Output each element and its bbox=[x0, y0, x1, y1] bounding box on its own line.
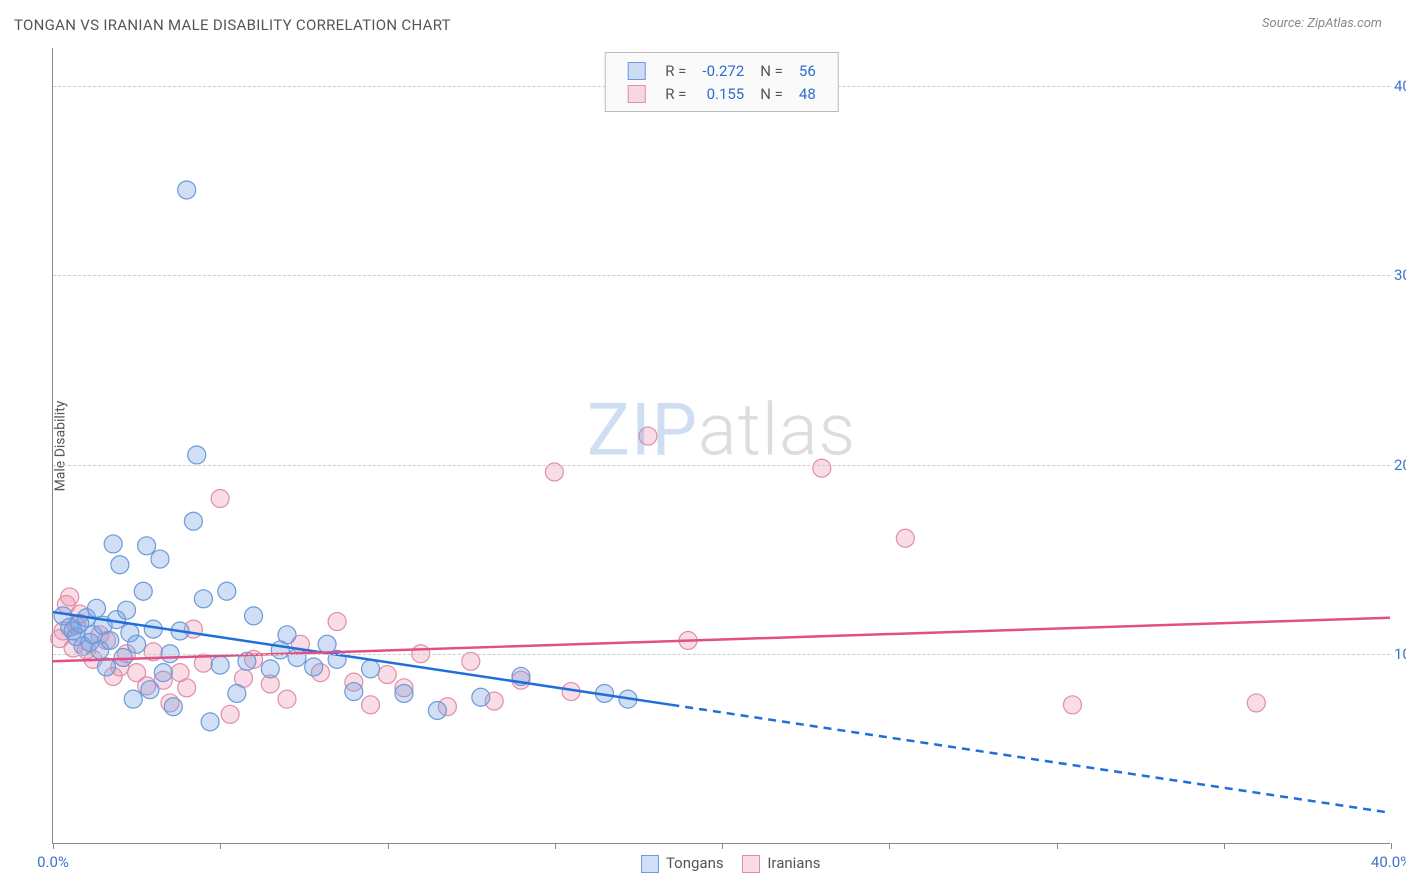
scatter-svg bbox=[53, 48, 1390, 843]
data-point bbox=[61, 588, 79, 606]
data-point bbox=[211, 656, 229, 674]
data-point bbox=[318, 635, 336, 653]
legend-n-value: 48 bbox=[791, 82, 824, 105]
data-point bbox=[328, 613, 346, 631]
series-legend: Tongans Iranians bbox=[623, 854, 821, 873]
data-point bbox=[138, 537, 156, 555]
legend-r-label: R = bbox=[657, 59, 694, 82]
legend-swatch bbox=[627, 85, 645, 103]
data-point bbox=[345, 683, 363, 701]
source-attribution: Source: ZipAtlas.com bbox=[1262, 16, 1382, 31]
data-point bbox=[428, 702, 446, 720]
data-point bbox=[194, 590, 212, 608]
data-point bbox=[362, 660, 380, 678]
data-point bbox=[278, 690, 296, 708]
x-tick-label: 0.0% bbox=[37, 853, 69, 871]
data-point bbox=[639, 427, 657, 445]
data-point bbox=[245, 607, 263, 625]
legend-r-label: R = bbox=[657, 82, 694, 105]
x-tick-label: 40.0% bbox=[1371, 853, 1406, 871]
correlation-legend: R =-0.272N =56 R =0.155N =48 bbox=[604, 52, 839, 112]
gridline bbox=[53, 654, 1390, 655]
data-point bbox=[111, 556, 129, 574]
legend-swatch bbox=[627, 62, 645, 80]
gridline bbox=[53, 275, 1390, 276]
data-point bbox=[218, 582, 236, 600]
data-point bbox=[141, 681, 159, 699]
data-point bbox=[134, 582, 152, 600]
x-tick-mark bbox=[53, 843, 54, 849]
legend-r-value: -0.272 bbox=[694, 59, 752, 82]
data-point bbox=[362, 696, 380, 714]
data-point bbox=[896, 529, 914, 547]
data-point bbox=[1063, 696, 1081, 714]
y-tick-label: 20.0% bbox=[1394, 456, 1406, 474]
x-tick-mark bbox=[1057, 843, 1058, 849]
data-point bbox=[813, 459, 831, 477]
data-point bbox=[1247, 694, 1265, 712]
data-point bbox=[154, 664, 172, 682]
data-point bbox=[124, 690, 142, 708]
legend-swatch bbox=[742, 855, 760, 873]
x-tick-mark bbox=[1391, 843, 1392, 849]
data-point bbox=[472, 688, 490, 706]
x-tick-mark bbox=[722, 843, 723, 849]
data-point bbox=[228, 684, 246, 702]
plot-area: Male Disability R =-0.272N =56R =0.155N … bbox=[52, 48, 1390, 844]
data-point bbox=[278, 626, 296, 644]
data-point bbox=[151, 550, 169, 568]
data-point bbox=[178, 181, 196, 199]
legend-series-label: Tongans bbox=[666, 854, 724, 872]
x-tick-mark bbox=[220, 843, 221, 849]
y-tick-label: 10.0% bbox=[1394, 645, 1406, 663]
data-point bbox=[184, 512, 202, 530]
data-point bbox=[211, 490, 229, 508]
data-point bbox=[288, 649, 306, 667]
x-tick-mark bbox=[555, 843, 556, 849]
data-point bbox=[164, 698, 182, 716]
x-tick-mark bbox=[889, 843, 890, 849]
data-point bbox=[305, 658, 323, 676]
x-tick-mark bbox=[1224, 843, 1225, 849]
legend-swatch bbox=[641, 855, 659, 873]
legend-n-value: 56 bbox=[791, 59, 824, 82]
data-point bbox=[87, 599, 105, 617]
data-point bbox=[178, 679, 196, 697]
data-point bbox=[221, 705, 239, 723]
legend-series-label: Iranians bbox=[767, 854, 820, 872]
y-tick-label: 30.0% bbox=[1394, 266, 1406, 284]
data-point bbox=[201, 713, 219, 731]
data-point bbox=[114, 649, 132, 667]
data-point bbox=[104, 535, 122, 553]
data-point bbox=[128, 635, 146, 653]
data-point bbox=[188, 446, 206, 464]
trend-line bbox=[671, 705, 1390, 813]
legend-r-value: 0.155 bbox=[694, 82, 752, 105]
data-point bbox=[118, 601, 136, 619]
gridline bbox=[53, 465, 1390, 466]
data-point bbox=[378, 666, 396, 684]
y-tick-label: 40.0% bbox=[1394, 77, 1406, 95]
data-point bbox=[395, 684, 413, 702]
chart-title: TONGAN VS IRANIAN MALE DISABILITY CORREL… bbox=[14, 16, 451, 34]
legend-n-label: N = bbox=[752, 82, 791, 105]
x-tick-mark bbox=[388, 843, 389, 849]
data-point bbox=[101, 631, 119, 649]
data-point bbox=[261, 660, 279, 678]
legend-n-label: N = bbox=[752, 59, 791, 82]
